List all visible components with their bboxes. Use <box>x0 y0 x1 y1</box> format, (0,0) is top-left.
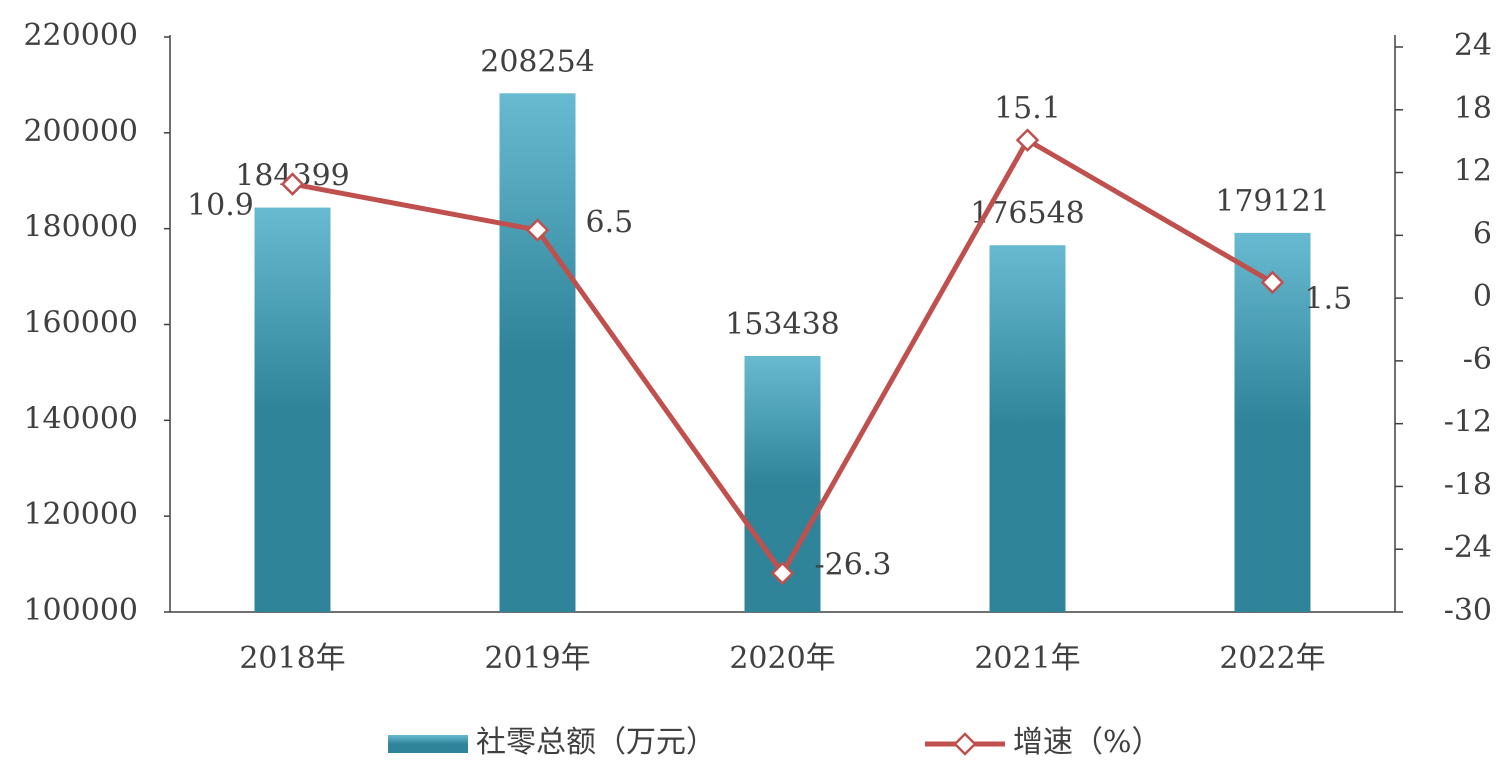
y2-tick-label: -12 <box>1444 405 1492 440</box>
line-marker <box>1015 128 1040 152</box>
y2-tick-label: 24 <box>1454 28 1492 63</box>
line-value-label: 1.5 <box>1305 281 1353 316</box>
y-tick-label: 160000 <box>23 306 138 341</box>
y-tick-label: 180000 <box>23 210 138 245</box>
bar <box>989 245 1066 612</box>
x-tick-label: 2021年 <box>974 641 1080 676</box>
y-tick-label: 220000 <box>23 18 138 53</box>
bar-value-label: 179121 <box>1215 184 1330 219</box>
x-tick-label: 2020年 <box>729 641 835 676</box>
bar <box>1234 232 1311 612</box>
line-marker <box>770 561 795 586</box>
x-tick-label: 2019年 <box>484 641 590 676</box>
y-tick-label: 100000 <box>23 593 138 628</box>
line-marker <box>1260 270 1285 295</box>
legend-label: 社零总额（万元） <box>476 725 716 760</box>
line-marker <box>525 218 550 242</box>
line-value-label: -26.3 <box>815 547 892 582</box>
y2-tick-label: 18 <box>1454 91 1492 126</box>
line-value-label: 6.5 <box>586 205 634 240</box>
x-tick-label: 2018年 <box>239 641 345 676</box>
legend-swatch <box>388 735 468 753</box>
y2-tick-label: -24 <box>1444 530 1492 565</box>
y2-tick-label: -18 <box>1444 467 1492 502</box>
y2-tick-label: 6 <box>1473 216 1492 251</box>
bar-value-label: 153438 <box>725 307 840 342</box>
bar <box>499 93 576 613</box>
legend-marker <box>953 732 977 756</box>
bar <box>254 207 331 612</box>
x-tick-label: 2022年 <box>1219 641 1325 676</box>
y2-tick-label: 12 <box>1454 154 1492 189</box>
y2-tick-label: 0 <box>1473 279 1492 314</box>
y2-tick-label: -6 <box>1463 342 1492 377</box>
y-tick-label: 140000 <box>23 401 138 436</box>
legend-label: 增速（%） <box>1013 725 1162 760</box>
line-value-label: 15.1 <box>994 91 1061 126</box>
line-value-label: 10.9 <box>187 188 254 223</box>
bar-value-label: 208254 <box>480 44 595 79</box>
y-tick-label: 120000 <box>23 497 138 532</box>
y-tick-label: 200000 <box>23 114 138 149</box>
line-marker <box>280 172 305 196</box>
bar-value-label: 176548 <box>970 196 1085 231</box>
y2-tick-label: -30 <box>1444 593 1492 628</box>
